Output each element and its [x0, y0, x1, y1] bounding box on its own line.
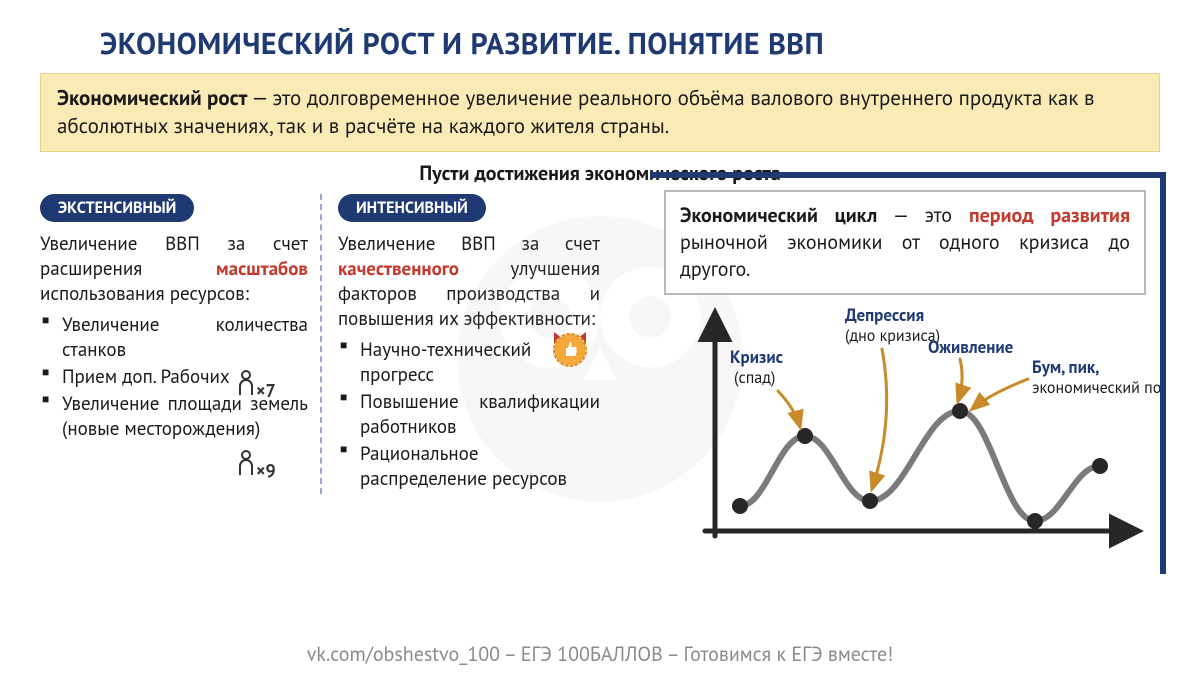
- column-extensive: ЭКСТЕНСИВНЫЙ Увеличение ВВП за счет расш…: [40, 194, 320, 495]
- list-item: Повышение квалификации работников: [338, 390, 600, 440]
- thumbs-up-badge-icon: [548, 326, 592, 370]
- footer-credit: vk.com/obshestvo_100 – ЕГЭ 100БАЛЛОВ – Г…: [0, 641, 1200, 667]
- svg-text:Кризис: Кризис: [730, 346, 783, 368]
- svg-text:(дно кризиса): (дно кризиса): [845, 326, 940, 346]
- page-title: ЭКОНОМИЧЕСКИЙ РОСТ И РАЗВИТИЕ. ПОНЯТИЕ В…: [100, 24, 1160, 63]
- pill-intensive: ИНТЕНСИВНЫЙ: [338, 194, 486, 222]
- pill-extensive: ЭКСТЕНСИВНЫЙ: [40, 194, 194, 222]
- person-icon: ×7: [236, 370, 276, 403]
- svg-text:Оживление: Оживление: [928, 336, 1014, 358]
- list-item: Рациональное распределение ресурсов: [338, 442, 600, 492]
- definition-term: Экономический рост: [57, 84, 247, 111]
- intensive-lead: Увеличение ВВП за счет качественного улу…: [338, 232, 600, 332]
- svg-text:экономический подъем: экономический подъем: [1032, 378, 1160, 398]
- person-icon: ×9: [236, 450, 276, 483]
- cycle-chart: Кризис(спад) Депрессия(дно кризиса)Оживле…: [660, 301, 1150, 566]
- cycle-definition: Экономический цикл — это период развития…: [664, 190, 1146, 295]
- cycle-panel: Экономический цикл — это период развития…: [650, 172, 1166, 574]
- list-item: Увеличение количества станков: [40, 313, 308, 363]
- extensive-lead: Увеличение ВВП за счет расширения масшта…: [40, 232, 308, 307]
- svg-text:Бум, пик,: Бум, пик,: [1032, 356, 1099, 378]
- definition-box: Экономический рост — это долговременное …: [40, 73, 1160, 152]
- svg-text:Депрессия: Депрессия: [845, 304, 924, 326]
- svg-text:(спад): (спад): [734, 368, 775, 388]
